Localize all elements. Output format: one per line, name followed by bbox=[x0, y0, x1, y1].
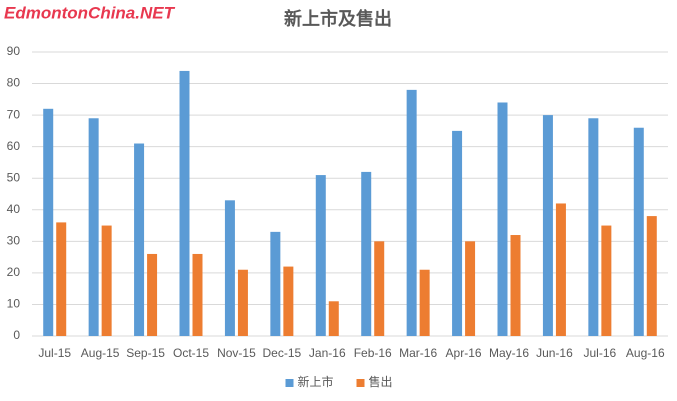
x-tick-label: Apr-16 bbox=[446, 346, 482, 360]
y-tick-label: 10 bbox=[7, 297, 21, 311]
bar bbox=[588, 118, 599, 337]
bar bbox=[374, 241, 385, 336]
x-tick-label: Feb-16 bbox=[354, 346, 392, 360]
bar bbox=[43, 108, 54, 336]
x-tick-label: Dec-15 bbox=[263, 346, 302, 360]
x-tick-label: Aug-16 bbox=[626, 346, 665, 360]
bar bbox=[147, 253, 158, 336]
x-tick-label: Jul-15 bbox=[38, 346, 71, 360]
bar bbox=[270, 231, 281, 336]
bar bbox=[283, 266, 294, 336]
x-tick-label: Aug-15 bbox=[81, 346, 120, 360]
bar bbox=[237, 269, 248, 336]
x-tick-label: Sep-15 bbox=[126, 346, 165, 360]
bar bbox=[315, 175, 326, 336]
bar bbox=[452, 130, 463, 336]
y-tick-label: 20 bbox=[7, 265, 21, 279]
y-tick-label: 80 bbox=[7, 76, 21, 90]
x-tick-label: Mar-16 bbox=[399, 346, 437, 360]
bar bbox=[555, 203, 566, 336]
bar bbox=[56, 222, 67, 336]
bar bbox=[633, 127, 644, 336]
bar bbox=[134, 143, 145, 336]
bar bbox=[601, 225, 612, 336]
bar bbox=[361, 171, 372, 336]
bar bbox=[406, 89, 417, 336]
x-tick-label: May-16 bbox=[489, 346, 529, 360]
bar bbox=[542, 115, 553, 336]
y-tick-label: 70 bbox=[7, 107, 21, 121]
watermark: EdmontonChina.NET bbox=[4, 3, 176, 22]
bar bbox=[192, 253, 203, 336]
legend-swatch bbox=[285, 379, 294, 387]
legend-label: 新上市 bbox=[298, 374, 334, 389]
bar bbox=[646, 216, 657, 336]
y-tick-label: 30 bbox=[7, 234, 21, 248]
bar bbox=[101, 225, 112, 336]
legend-label: 售出 bbox=[369, 374, 393, 389]
x-tick-label: Jul-16 bbox=[584, 346, 617, 360]
chart-title: 新上市及售出 bbox=[284, 8, 392, 30]
y-tick-label: 60 bbox=[7, 139, 21, 153]
bar bbox=[465, 241, 476, 336]
y-tick-label: 40 bbox=[7, 202, 21, 216]
bar bbox=[419, 269, 430, 336]
bar bbox=[497, 102, 508, 336]
y-tick-label: 50 bbox=[7, 170, 21, 184]
bar bbox=[328, 301, 339, 336]
bar bbox=[179, 70, 190, 336]
x-tick-label: Jun-16 bbox=[536, 346, 573, 360]
bar bbox=[88, 118, 99, 337]
y-tick-label: 0 bbox=[13, 328, 20, 342]
legend-swatch bbox=[356, 379, 365, 387]
y-tick-label: 90 bbox=[7, 44, 21, 58]
x-tick-label: Nov-15 bbox=[217, 346, 256, 360]
bar bbox=[510, 235, 521, 336]
bar bbox=[224, 200, 235, 336]
x-tick-label: Jan-16 bbox=[309, 346, 346, 360]
x-tick-label: Oct-15 bbox=[173, 346, 209, 360]
